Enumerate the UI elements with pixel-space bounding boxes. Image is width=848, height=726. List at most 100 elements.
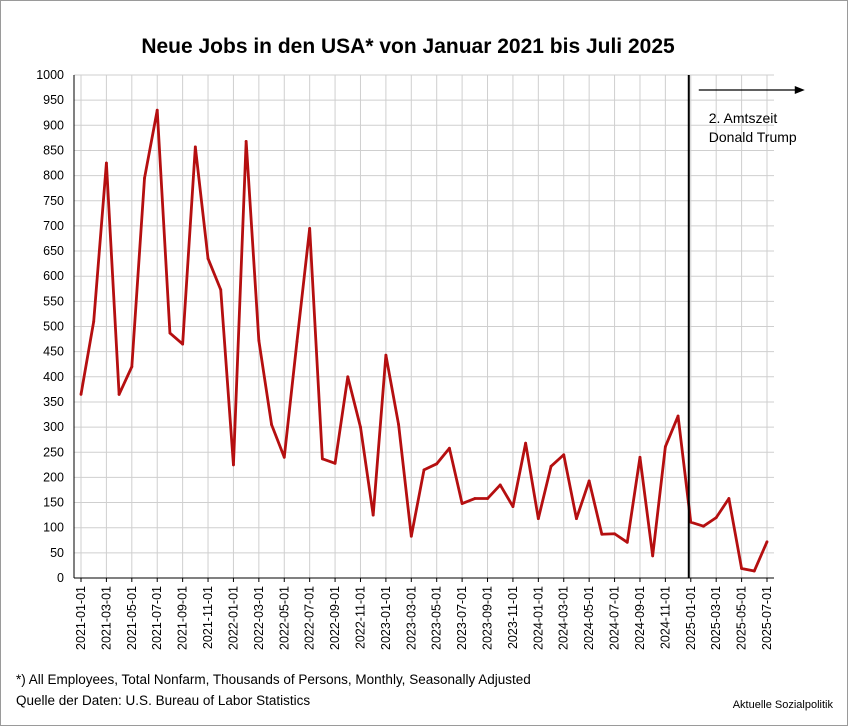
- y-tick-label: 0: [57, 571, 64, 585]
- x-tick-label: 2021-11-01: [201, 586, 215, 649]
- series-line: [79, 108, 769, 573]
- data-point: [740, 567, 743, 570]
- x-tick-label: 2024-07-01: [608, 586, 622, 650]
- x-tick-label: 2021-05-01: [125, 586, 139, 650]
- x-axis: 2021-01-01 2021-03-01 2021-05-01 2021-07-01…: [74, 577, 774, 650]
- data-point: [600, 532, 604, 536]
- y-tick-label: 900: [43, 118, 64, 132]
- data-point: [727, 497, 731, 500]
- data-point: [435, 462, 439, 466]
- y-tick-label: 700: [43, 219, 64, 233]
- x-tick-label: 2022-11-01: [353, 586, 367, 649]
- data-point: [181, 342, 185, 346]
- x-tick-label: 2022-07-01: [303, 586, 317, 650]
- x-tick-label: 2024-09-01: [633, 586, 647, 650]
- y-tick-label: 600: [43, 269, 64, 283]
- y-tick-label: 850: [43, 143, 64, 157]
- y-axis: 0 50 100 150 200 250 300 350 400 450 500 550 600 650 7…: [36, 68, 75, 585]
- y-tick-label: 150: [43, 496, 64, 510]
- publisher-mark: Aktuelle Sozialpolitik: [733, 699, 834, 711]
- data-point: [651, 554, 655, 558]
- data-point: [130, 365, 134, 369]
- data-point: [219, 288, 223, 292]
- y-tick-label: 750: [43, 194, 64, 208]
- y-tick-label: 500: [43, 320, 64, 334]
- data-point: [486, 497, 489, 500]
- x-tick-label: 2025-07-01: [760, 586, 774, 650]
- y-tick-label: 800: [43, 169, 64, 183]
- data-point: [232, 463, 235, 467]
- x-tick-label: 2024-05-01: [582, 586, 596, 650]
- data-point: [257, 339, 261, 342]
- y-tick-label: 550: [43, 294, 64, 308]
- data-point: [295, 340, 299, 343]
- data-point: [613, 532, 616, 536]
- x-tick-label: 2023-11-01: [506, 586, 520, 649]
- data-point: [143, 176, 146, 180]
- data-point: [765, 540, 769, 544]
- y-tick-label: 400: [43, 370, 64, 384]
- data-point: [359, 425, 362, 429]
- annotation-line-1: 2. Amtszeit: [709, 110, 778, 126]
- y-tick-label: 350: [43, 395, 64, 409]
- data-point: [422, 468, 426, 472]
- data-point: [193, 145, 197, 149]
- data-point: [473, 497, 477, 500]
- x-tick-label: 2023-03-01: [404, 586, 418, 650]
- data-point: [714, 516, 718, 520]
- footnote-series-description: *) All Employees, Total Nonfarm, Thousan…: [16, 672, 531, 687]
- data-point: [752, 569, 756, 573]
- data-point: [384, 353, 388, 357]
- data-point: [409, 534, 413, 538]
- data-point: [575, 517, 578, 521]
- x-tick-label: 2024-11-01: [658, 586, 672, 649]
- data-point: [117, 393, 121, 396]
- chart-title: Neue Jobs in den USA* von Januar 2021 bi…: [141, 35, 675, 58]
- data-point: [282, 455, 286, 459]
- data-point: [270, 423, 273, 426]
- x-tick-label: 2021-09-01: [176, 586, 190, 650]
- y-tick-label: 50: [50, 546, 64, 560]
- data-point: [371, 513, 375, 517]
- data-point: [460, 502, 464, 505]
- data-point: [625, 540, 629, 544]
- y-tick-label: 950: [43, 93, 64, 107]
- x-tick-label: 2022-09-01: [328, 586, 342, 650]
- data-point: [498, 483, 502, 487]
- x-tick-label: 2025-01-01: [684, 586, 698, 650]
- arrow-head-icon: [794, 86, 805, 94]
- data-point: [511, 505, 515, 508]
- x-tick-label: 2022-01-01: [226, 586, 240, 650]
- data-point: [524, 441, 528, 445]
- y-tick-label: 650: [43, 244, 64, 258]
- x-tick-label: 2023-07-01: [455, 586, 469, 650]
- annotation-line-2: Donald Trump: [709, 129, 797, 145]
- data-point: [346, 375, 350, 379]
- data-point: [79, 393, 83, 396]
- x-tick-label: 2021-01-01: [74, 586, 88, 650]
- y-tick-label: 300: [43, 420, 64, 434]
- x-tick-label: 2025-05-01: [735, 586, 749, 650]
- data-point: [676, 414, 680, 418]
- data-point: [663, 445, 667, 449]
- x-tick-label: 2023-01-01: [379, 586, 393, 650]
- data-point: [333, 461, 337, 465]
- y-tick-label: 200: [43, 470, 64, 484]
- y-tick-label: 100: [43, 521, 64, 535]
- data-point: [105, 161, 108, 165]
- data-point: [92, 320, 96, 323]
- data-point: [448, 446, 451, 450]
- x-tick-label: 2023-09-01: [481, 586, 495, 650]
- x-tick-label: 2021-03-01: [99, 586, 113, 650]
- y-tick-label: 450: [43, 345, 64, 359]
- data-point: [638, 455, 642, 459]
- data-point: [536, 517, 540, 521]
- y-tick-label: 250: [43, 445, 64, 459]
- x-tick-label: 2024-01-01: [531, 586, 545, 650]
- x-tick-label: 2022-03-01: [252, 586, 266, 650]
- x-tick-label: 2024-03-01: [557, 586, 571, 650]
- data-point: [702, 524, 705, 528]
- data-point: [587, 479, 591, 483]
